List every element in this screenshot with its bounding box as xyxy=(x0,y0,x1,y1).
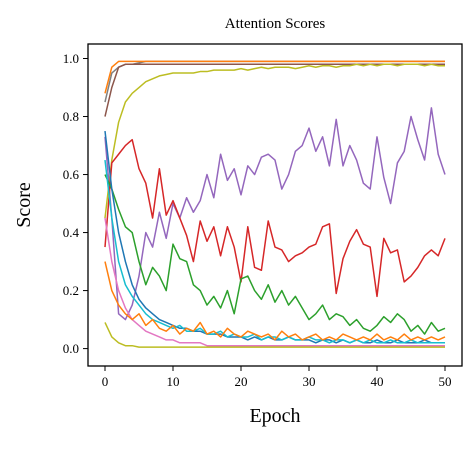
y-tick-label: 1.0 xyxy=(63,51,79,66)
x-tick-label: 30 xyxy=(303,374,316,389)
series-line xyxy=(104,107,446,321)
y-tick-label: 0.8 xyxy=(63,109,79,124)
y-tick-label: 0.0 xyxy=(63,341,79,356)
series-line xyxy=(104,261,446,341)
series-line xyxy=(104,60,445,94)
chart-title: Attention Scores xyxy=(225,16,326,32)
x-tick-label: 0 xyxy=(102,374,109,389)
x-axis-label: Epoch xyxy=(249,405,300,427)
x-tick-label: 40 xyxy=(371,374,384,389)
series-line xyxy=(104,63,445,117)
x-tick-label: 20 xyxy=(235,374,248,389)
series-line xyxy=(104,174,446,335)
y-tick-label: 0.6 xyxy=(63,167,80,182)
y-tick-label: 0.4 xyxy=(63,225,80,240)
plot-frame xyxy=(87,43,463,367)
series-line xyxy=(104,138,446,298)
series-line xyxy=(104,63,445,219)
series-line xyxy=(104,322,445,348)
x-tick-label: 50 xyxy=(439,374,452,389)
series-line xyxy=(104,159,445,344)
y-tick-label: 0.2 xyxy=(63,283,79,298)
series-line xyxy=(104,217,445,347)
x-tick-label: 10 xyxy=(167,374,180,389)
y-axis-label: Score xyxy=(13,182,35,228)
